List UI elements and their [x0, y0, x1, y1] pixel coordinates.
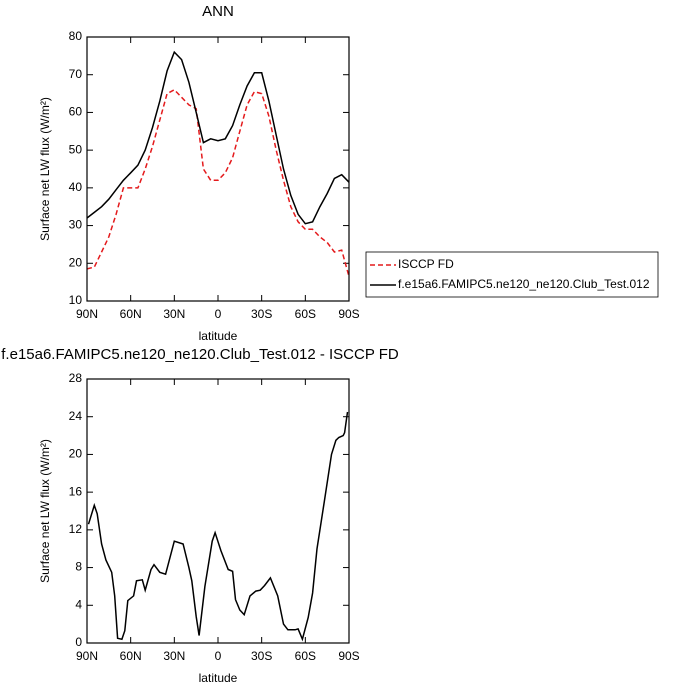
chart-title: f.e15a6.FAMIPC5.ne120_ne120.Club_Test.01… — [1, 346, 399, 363]
x-tick-label: 60S — [295, 649, 316, 663]
y-tick-label: 4 — [75, 597, 82, 611]
x-tick-label: 60N — [120, 307, 142, 321]
chart-title: ANN — [202, 3, 234, 20]
data-line — [86, 50, 350, 225]
y-tick-label: 0 — [75, 635, 82, 649]
x-tick-label: 90S — [338, 649, 359, 663]
x-tick-label: 90N — [76, 307, 98, 321]
legend-box — [365, 251, 659, 298]
x-tick-label: 30N — [163, 649, 185, 663]
y-tick-label: 24 — [69, 409, 83, 423]
x-axis-label: latitude — [199, 329, 238, 343]
x-tick-label: 30S — [251, 307, 272, 321]
legend-label: f.e15a6.FAMIPC5.ne120_ne120.Club_Test.01… — [398, 277, 650, 291]
x-tick-label: 90S — [338, 307, 359, 321]
y-tick-label: 16 — [69, 484, 83, 498]
y-tick-label: 50 — [69, 142, 83, 156]
y-tick-label: 70 — [69, 67, 83, 81]
y-tick-label: 20 — [69, 255, 83, 269]
y-tick-label: 30 — [69, 218, 83, 232]
x-tick-label: 30N — [163, 307, 185, 321]
x-tick-label: 0 — [215, 649, 222, 663]
y-tick-label: 10 — [69, 293, 83, 307]
x-tick-label: 60S — [295, 307, 316, 321]
y-tick-label: 60 — [69, 105, 83, 119]
y-axis-label: Surface net LW flux (W/m²) — [38, 97, 52, 241]
plot-frame — [86, 378, 350, 644]
data-line — [86, 88, 350, 277]
x-tick-label: 30S — [251, 649, 272, 663]
x-tick-label: 0 — [215, 307, 222, 321]
data-line — [87, 411, 349, 642]
y-tick-label: 80 — [69, 29, 83, 43]
y-tick-label: 12 — [69, 522, 83, 536]
y-tick-label: 8 — [75, 560, 82, 574]
x-tick-label: 90N — [76, 649, 98, 663]
y-tick-label: 40 — [69, 180, 83, 194]
y-tick-label: 28 — [69, 371, 83, 385]
x-axis-label: latitude — [199, 671, 238, 685]
plot-frame — [86, 36, 350, 302]
y-axis-label: Surface net LW flux (W/m²) — [38, 439, 52, 583]
legend-label: ISCCP FD — [398, 257, 454, 271]
y-tick-label: 20 — [69, 447, 83, 461]
x-tick-label: 60N — [120, 649, 142, 663]
